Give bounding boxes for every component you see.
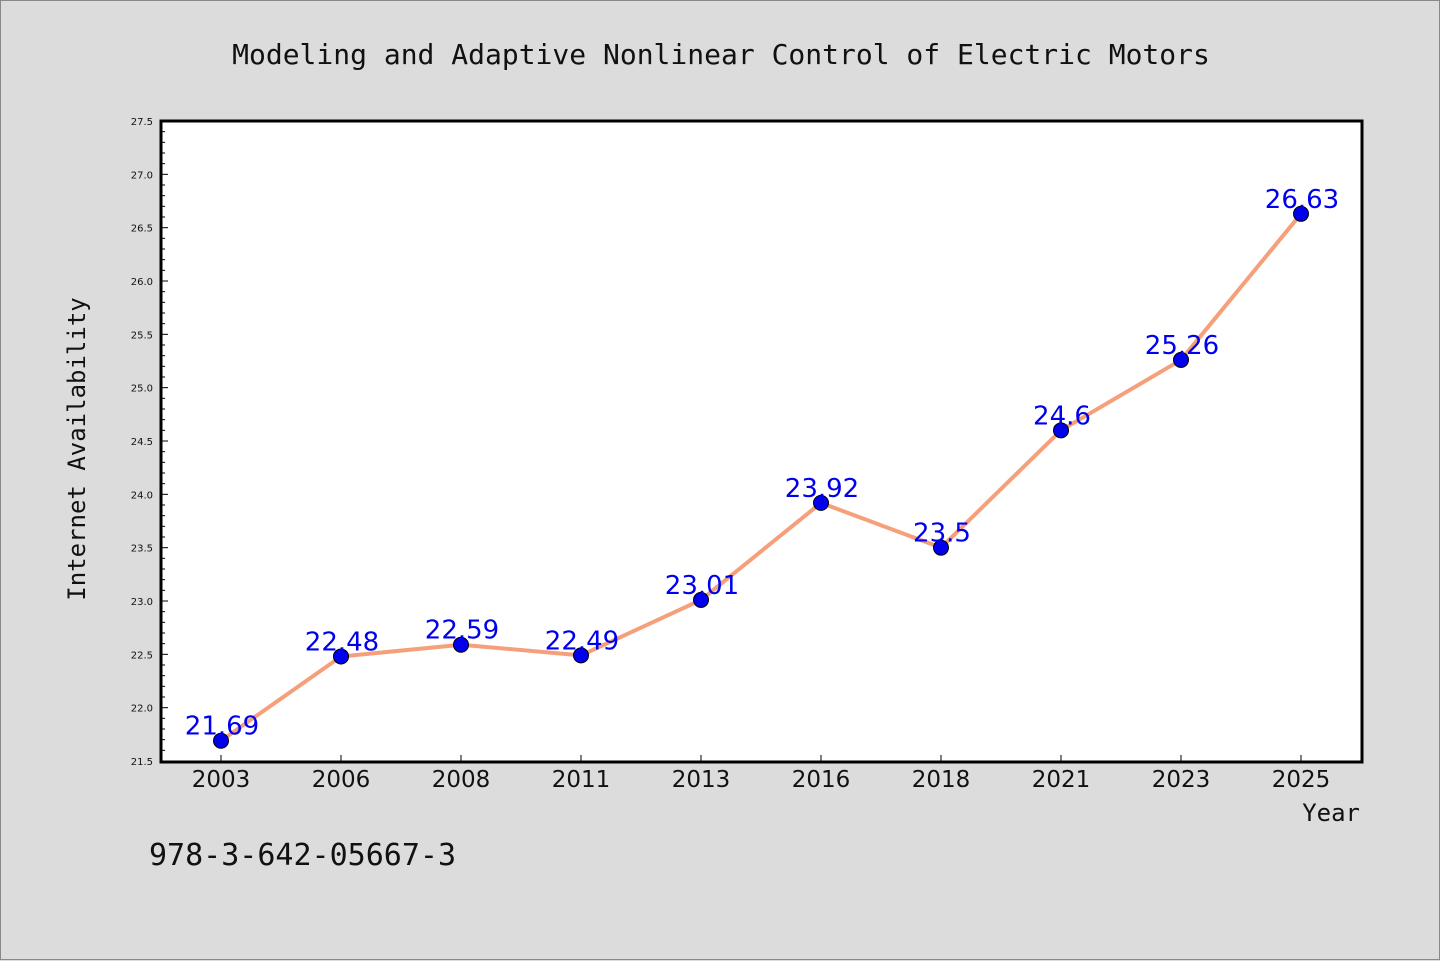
y-tick-label: 22.5 <box>131 650 153 661</box>
x-tick-label: 2008 <box>432 767 491 793</box>
y-tick-label: 27.0 <box>131 170 153 181</box>
x-tick-label: 2016 <box>792 767 851 793</box>
data-label: 24.6 <box>1033 401 1091 431</box>
x-tick-label: 2003 <box>192 767 251 793</box>
y-tick-label: 25.0 <box>131 384 153 395</box>
data-label: 23.5 <box>913 519 971 549</box>
data-point <box>213 732 229 749</box>
series-line <box>219 212 1303 743</box>
data-label: 22.48 <box>305 627 379 657</box>
data-label: 25.26 <box>1145 331 1219 361</box>
data-point <box>333 648 349 665</box>
data-point <box>933 539 949 556</box>
y-tick-label: 25.5 <box>131 330 153 341</box>
y-tick-label: 23.0 <box>131 597 153 608</box>
data-point <box>1173 351 1189 368</box>
y-tick-label: 24.5 <box>131 437 153 448</box>
data-label: 21.69 <box>185 712 259 742</box>
y-tick-label: 23.5 <box>131 544 153 555</box>
x-axis: 2003 2006 2008 2011 2013 2016 2018 2021 2023 2025 <box>192 755 1331 793</box>
x-tick-label: 2006 <box>312 767 371 793</box>
x-tick-label: 2013 <box>672 767 731 793</box>
y-tick-label: 26.0 <box>131 277 153 288</box>
x-tick-label: 2023 <box>1152 767 1211 793</box>
x-axis-label: Year <box>1302 799 1360 827</box>
chart-title: Modeling and Adaptive Nonlinear Control … <box>232 38 1210 71</box>
series-layer: 21.69 22.48 22.59 22.49 23.01 23.92 23.5 24.6 25… <box>185 185 1339 749</box>
y-tick-label: 27.5 <box>131 117 153 128</box>
y-tick-label: 22.0 <box>131 704 153 715</box>
isbn-footnote: 978-3-642-05667-3 <box>149 838 456 873</box>
data-label: 23.92 <box>785 474 859 504</box>
data-point <box>1293 205 1309 222</box>
y-tick-label: 24.0 <box>131 490 153 501</box>
y-axis-label: Internet Availability <box>63 297 91 600</box>
data-point <box>573 647 589 664</box>
x-tick-label: 2021 <box>1032 767 1091 793</box>
y-axis: 21.5 22.0 22.5 23.0 23.5 24.0 24.5 25.0 25.5 26.0… <box>131 117 168 768</box>
x-tick-label: 2025 <box>1272 767 1331 793</box>
data-point <box>1053 422 1069 439</box>
y-tick-label: 26.5 <box>131 224 153 235</box>
data-point <box>453 636 469 653</box>
data-point <box>693 591 709 608</box>
plot-area <box>159 119 1364 764</box>
y-tick-label: 21.5 <box>131 757 153 768</box>
data-label: 22.59 <box>425 616 499 646</box>
data-point <box>813 494 829 511</box>
x-tick-label: 2018 <box>912 767 971 793</box>
data-label: 22.49 <box>545 626 619 656</box>
x-tick-label: 2011 <box>552 767 611 793</box>
data-label: 23.01 <box>665 571 739 601</box>
data-label: 26.63 <box>1265 185 1339 215</box>
